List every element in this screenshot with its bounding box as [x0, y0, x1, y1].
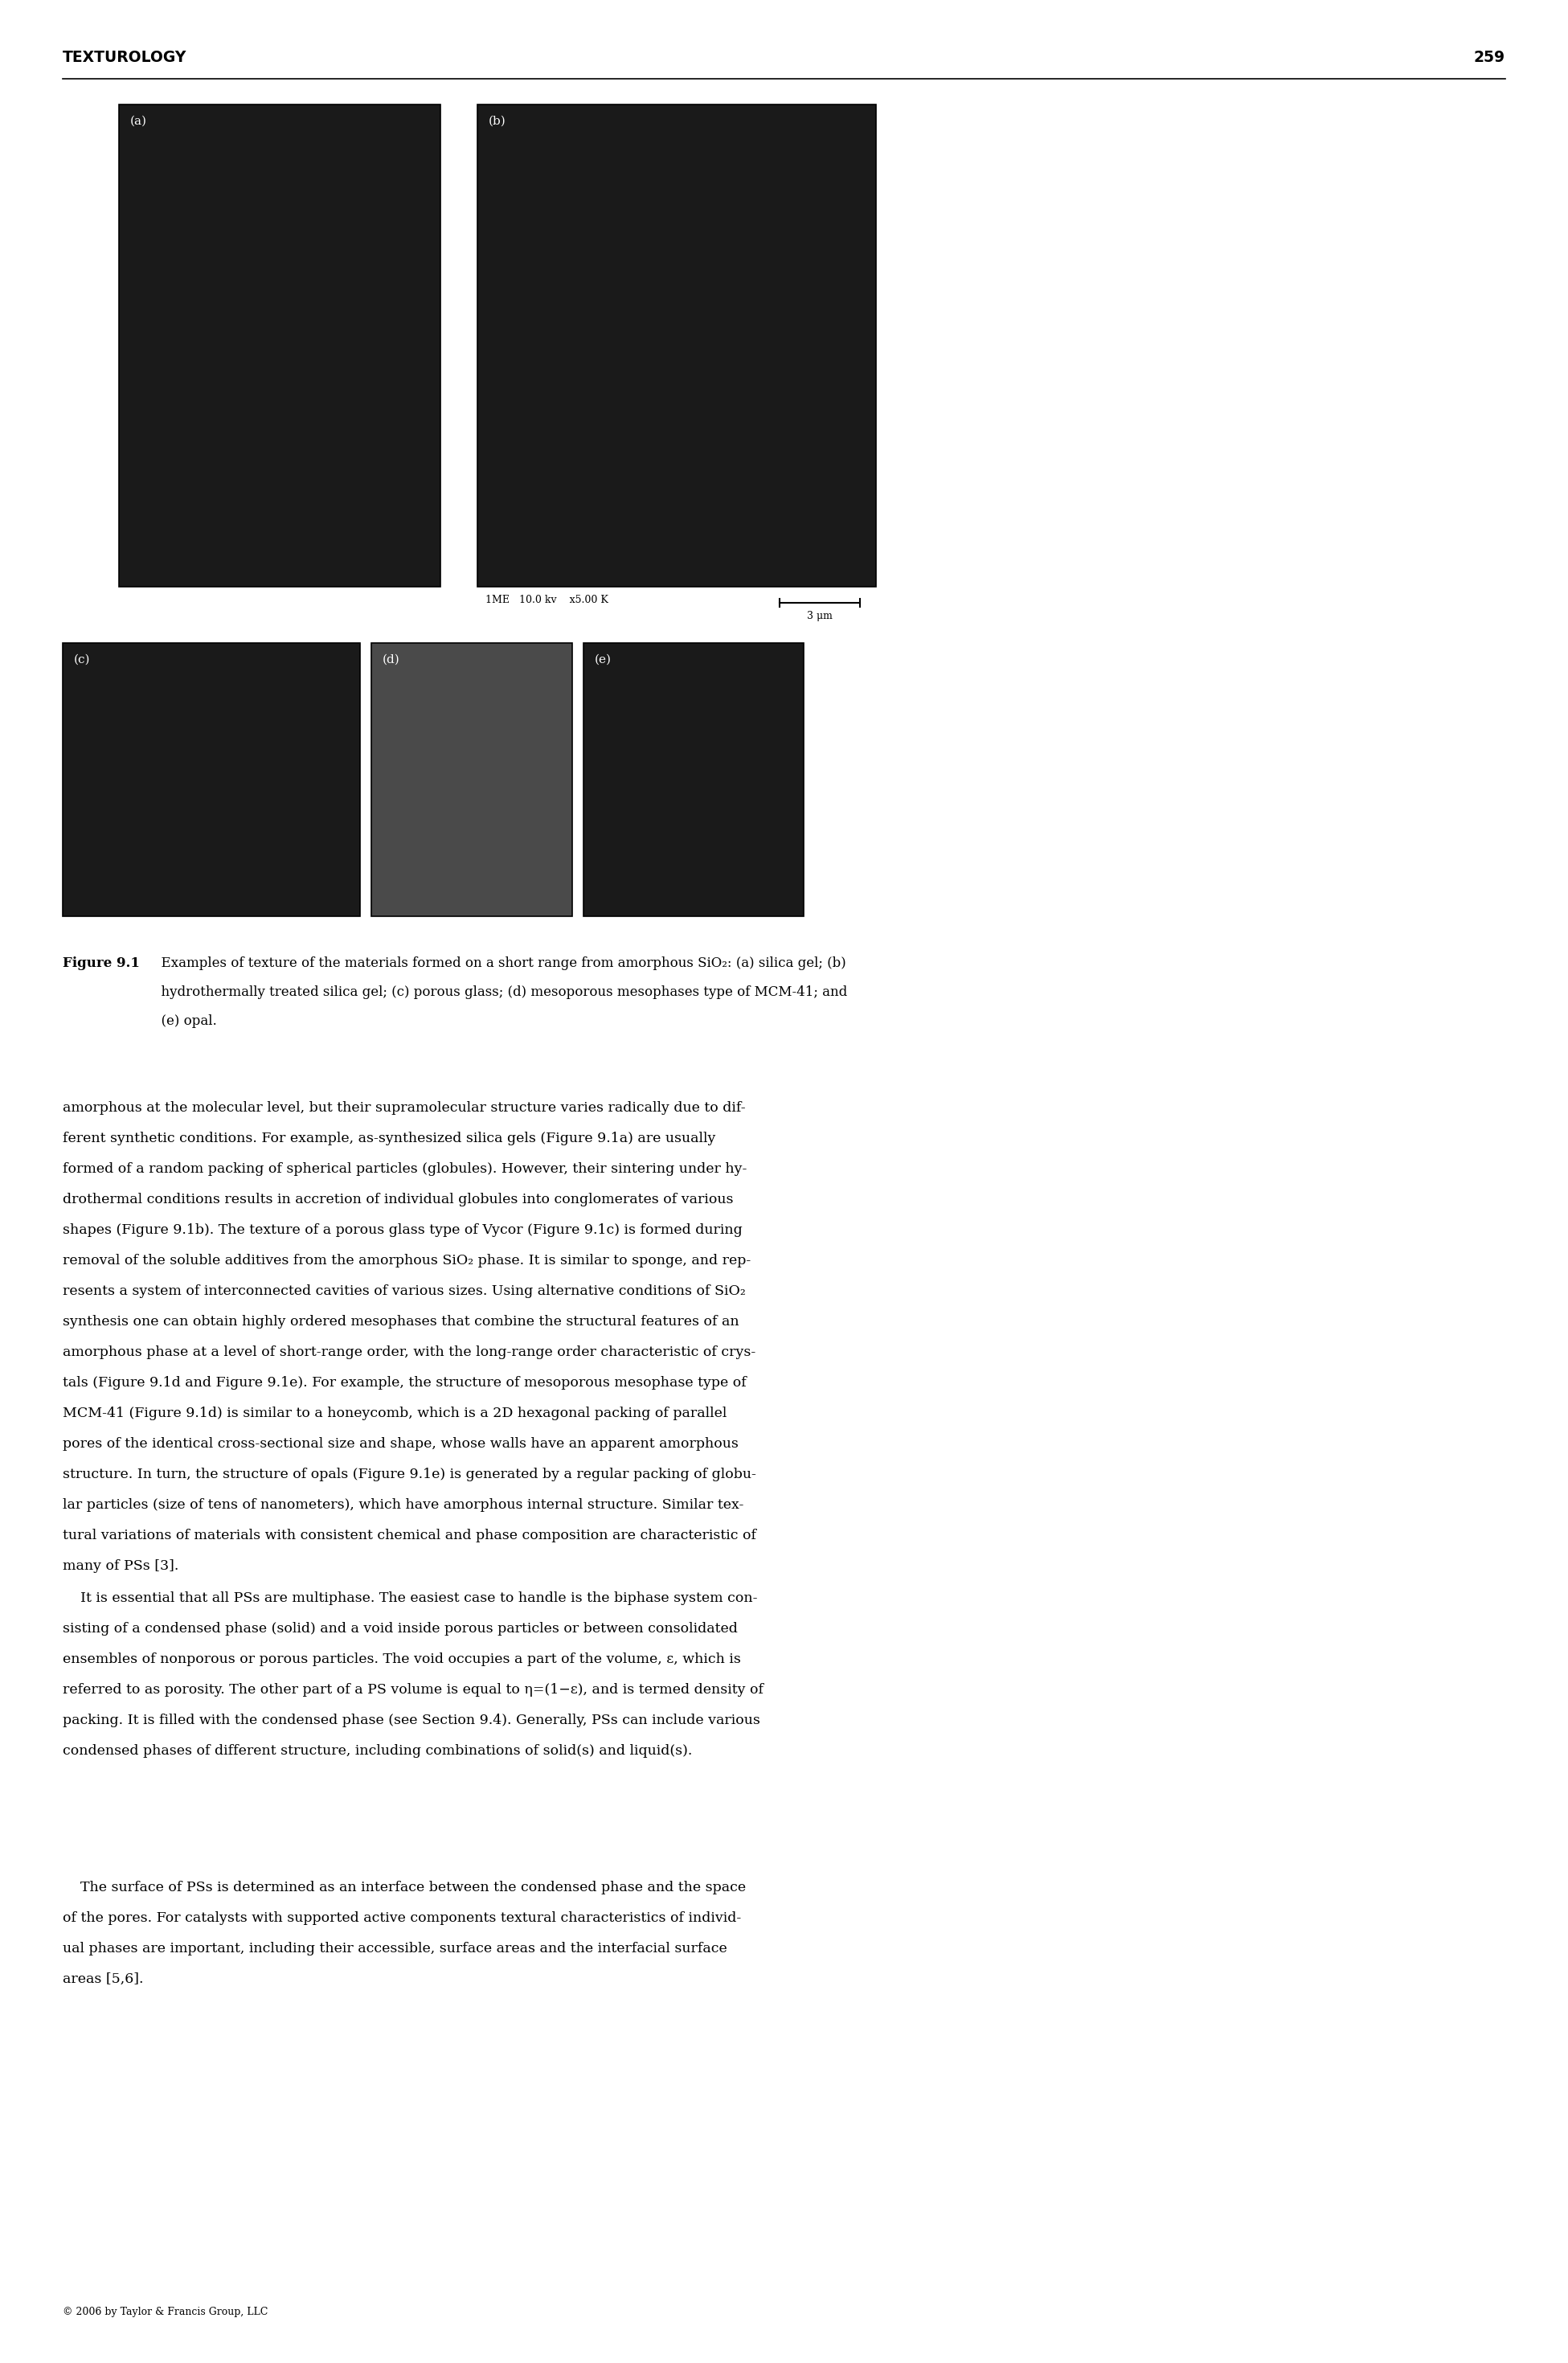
Text: MCM-41 (Figure 9.1d) is similar to a honeycomb, which is a 2D hexagonal packing : MCM-41 (Figure 9.1d) is similar to a hon…	[63, 1406, 728, 1420]
Text: areas [5,6].: areas [5,6].	[63, 1973, 143, 1985]
Text: Figure 9.1: Figure 9.1	[63, 957, 140, 971]
Bar	[63, 643, 361, 917]
Text: (d): (d)	[383, 655, 400, 666]
Text: It is essential that all PSs are multiphase. The easiest case to handle is the b: It is essential that all PSs are multiph…	[63, 1590, 757, 1604]
Text: TEXTUROLOGY: TEXTUROLOGY	[63, 50, 187, 66]
Text: amorphous at the molecular level, but their supramolecular structure varies radi: amorphous at the molecular level, but th…	[63, 1101, 745, 1115]
Text: ensembles of nonporous or porous particles. The void occupies a part of the volu: ensembles of nonporous or porous particl…	[63, 1652, 742, 1666]
Text: tural variations of materials with consistent chemical and phase composition are: tural variations of materials with consi…	[63, 1529, 756, 1543]
Text: structure. In turn, the structure of opals (Figure 9.1e) is generated by a regul: structure. In turn, the structure of opa…	[63, 1467, 756, 1482]
Text: ual phases are important, including their accessible, surface areas and the inte: ual phases are important, including thei…	[63, 1942, 728, 1957]
Text: of the pores. For catalysts with supported active components textural characteri: of the pores. For catalysts with support…	[63, 1912, 742, 1926]
Text: synthesis one can obtain highly ordered mesophases that combine the structural f: synthesis one can obtain highly ordered …	[63, 1314, 739, 1328]
Text: (b): (b)	[489, 116, 506, 128]
Text: (a): (a)	[130, 116, 147, 128]
Text: referred to as porosity. The other part of a PS volume is equal to η=(1−ε), and : referred to as porosity. The other part …	[63, 1682, 764, 1697]
Bar	[372, 643, 572, 917]
Text: The surface of PSs is determined as an interface between the condensed phase and: The surface of PSs is determined as an i…	[63, 1881, 746, 1895]
Text: © 2006 by Taylor & Francis Group, LLC: © 2006 by Taylor & Francis Group, LLC	[63, 2306, 268, 2318]
Bar	[583, 643, 804, 917]
Text: removal of the soluble additives from the amorphous SiO₂ phase. It is similar to: removal of the soluble additives from th…	[63, 1255, 751, 1267]
Text: (c): (c)	[74, 655, 91, 666]
Text: pores of the identical cross-sectional size and shape, whose walls have an appar: pores of the identical cross-sectional s…	[63, 1437, 739, 1451]
Text: sisting of a condensed phase (solid) and a void inside porous particles or betwe: sisting of a condensed phase (solid) and…	[63, 1621, 737, 1635]
Text: 3 μm: 3 μm	[808, 612, 833, 621]
Text: tals (Figure 9.1d and Figure 9.1e). For example, the structure of mesoporous mes: tals (Figure 9.1d and Figure 9.1e). For …	[63, 1375, 746, 1389]
Text: (e): (e)	[594, 655, 612, 666]
Text: resents a system of interconnected cavities of various sizes. Using alternative : resents a system of interconnected cavit…	[63, 1285, 746, 1297]
Text: many of PSs [3].: many of PSs [3].	[63, 1560, 179, 1574]
Bar	[119, 104, 441, 586]
Text: amorphous phase at a level of short-range order, with the long-range order chara: amorphous phase at a level of short-rang…	[63, 1345, 756, 1359]
Text: drothermal conditions results in accretion of individual globules into conglomer: drothermal conditions results in accreti…	[63, 1193, 734, 1207]
Text: (e) opal.: (e) opal.	[152, 1014, 216, 1028]
Text: condensed phases of different structure, including combinations of solid(s) and : condensed phases of different structure,…	[63, 1744, 693, 1758]
Text: 259: 259	[1474, 50, 1505, 66]
Text: shapes (Figure 9.1b). The texture of a porous glass type of Vycor (Figure 9.1c) : shapes (Figure 9.1b). The texture of a p…	[63, 1224, 742, 1236]
Bar	[477, 104, 877, 586]
Text: Examples of texture of the materials formed on a short range from amorphous SiO₂: Examples of texture of the materials for…	[152, 957, 847, 971]
Text: ferent synthetic conditions. For example, as-synthesized silica gels (Figure 9.1: ferent synthetic conditions. For example…	[63, 1132, 715, 1146]
Text: 1ME   10.0 kv    x5.00 K: 1ME 10.0 kv x5.00 K	[486, 595, 608, 605]
Text: lar particles (size of tens of nanometers), which have amorphous internal struct: lar particles (size of tens of nanometer…	[63, 1498, 743, 1512]
Text: hydrothermally treated silica gel; (c) porous glass; (d) mesoporous mesophases t: hydrothermally treated silica gel; (c) p…	[152, 985, 847, 1000]
Text: formed of a random packing of spherical particles (globules). However, their sin: formed of a random packing of spherical …	[63, 1163, 746, 1177]
Text: packing. It is filled with the condensed phase (see Section 9.4). Generally, PSs: packing. It is filled with the condensed…	[63, 1713, 760, 1727]
